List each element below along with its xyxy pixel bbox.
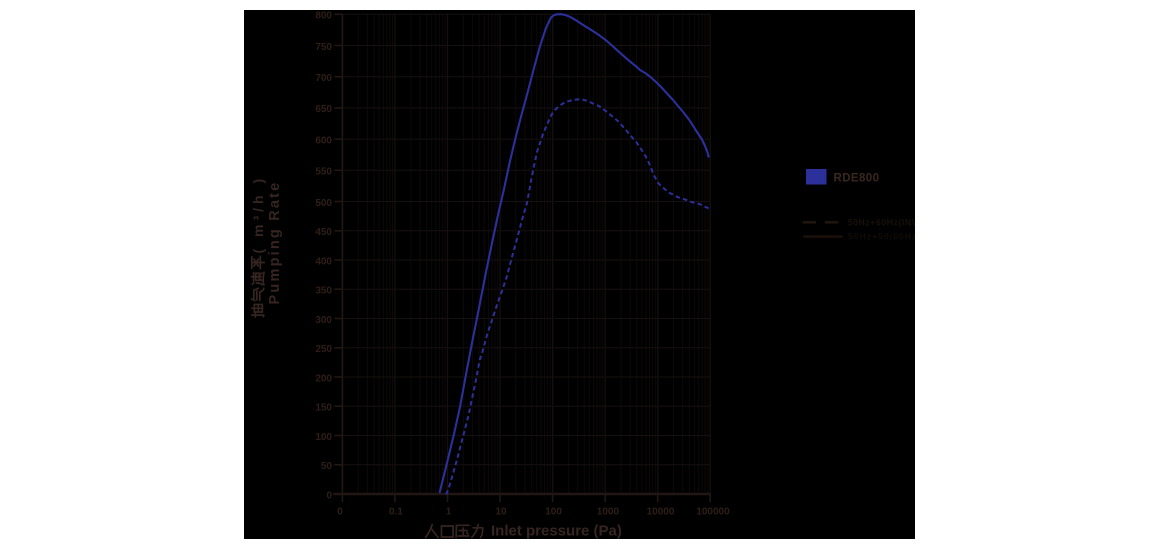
- svg-text:RDE800: RDE800: [834, 173, 880, 185]
- svg-text:400: 400: [315, 256, 332, 267]
- svg-text:100: 100: [315, 432, 332, 443]
- svg-text:1000: 1000: [597, 506, 620, 517]
- svg-text:700: 700: [315, 73, 332, 84]
- svg-text:Pumping Rate: Pumping Rate: [267, 181, 283, 305]
- svg-text:10: 10: [495, 506, 507, 517]
- svg-text:300: 300: [315, 315, 332, 326]
- svg-text:100: 100: [545, 506, 562, 517]
- svg-text:0.1: 0.1: [389, 506, 403, 517]
- svg-text:650: 650: [315, 104, 332, 115]
- svg-text:1: 1: [446, 506, 452, 517]
- svg-text:800: 800: [315, 11, 332, 22]
- svg-text:600: 600: [315, 135, 332, 146]
- svg-text:350: 350: [315, 286, 332, 297]
- svg-text:( m³/h ): ( m³/h ): [250, 175, 266, 254]
- svg-text:0: 0: [337, 506, 343, 517]
- svg-text:0: 0: [326, 490, 332, 501]
- svg-text:250: 250: [315, 344, 332, 355]
- svg-text:10000: 10000: [647, 506, 675, 517]
- svg-text:Inlet pressure (Pa): Inlet pressure (Pa): [491, 523, 622, 540]
- svg-text:750: 750: [315, 42, 332, 53]
- svg-text:150: 150: [315, 403, 332, 414]
- svg-text:550: 550: [315, 167, 332, 178]
- svg-text:200: 200: [315, 373, 332, 384]
- svg-text:100000: 100000: [696, 506, 730, 517]
- svg-text:450: 450: [315, 227, 332, 238]
- svg-text:500: 500: [315, 198, 332, 209]
- svg-text:50Hz+50/60Hz(INV): 50Hz+50/60Hz(INV): [848, 232, 915, 242]
- svg-text:50Hz+60Hz(INV): 50Hz+60Hz(INV): [848, 217, 915, 227]
- svg-text:50: 50: [321, 461, 333, 472]
